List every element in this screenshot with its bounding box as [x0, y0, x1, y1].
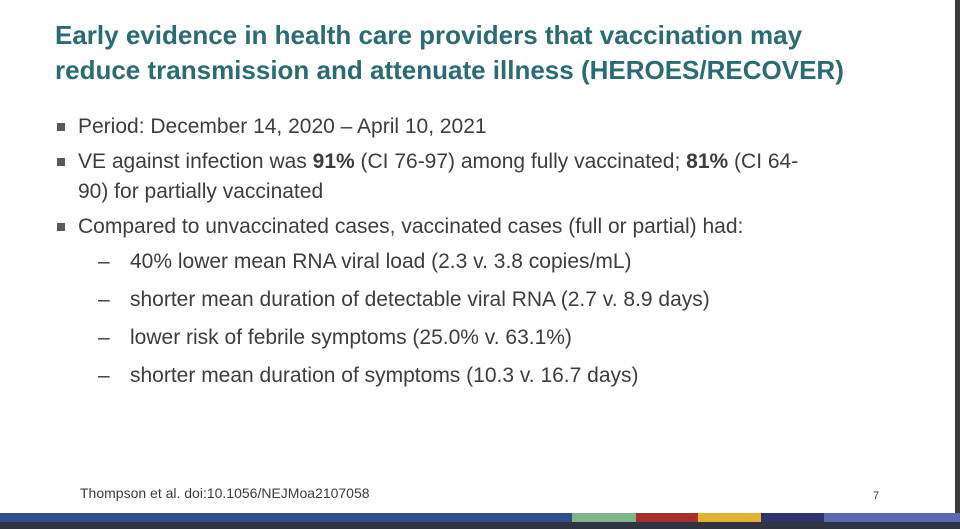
sub-item-text: shorter mean duration of symptoms (10.3 … [130, 364, 639, 387]
bullet-period: Period: December 14, 2020 – April 10, 20… [57, 112, 927, 142]
sub-item: – shorter mean duration of detectable vi… [57, 285, 927, 315]
bullet-compared: Compared to unvaccinated cases, vaccinat… [57, 212, 927, 242]
dash-bullet-icon: – [98, 288, 110, 311]
bullet-list: Period: December 14, 2020 – April 10, 20… [57, 112, 927, 399]
sub-item-text: 40% lower mean RNA viral load (2.3 v. 3.… [130, 250, 632, 273]
dash-bullet-icon: – [98, 250, 110, 273]
ve-partial-value: 81% [686, 150, 729, 173]
bullet-ve-line-1: VE against infection was 91% (CI 76-97) … [78, 147, 927, 177]
sub-item-text: lower risk of febrile symptoms (25.0% v.… [130, 326, 572, 349]
sub-item: – 40% lower mean RNA viral load (2.3 v. … [57, 247, 927, 277]
ve-text-3: (CI 64- [728, 150, 799, 173]
square-bullet-icon [57, 123, 65, 131]
footer-segment-green [572, 513, 636, 522]
dash-bullet-icon: – [98, 326, 110, 349]
square-bullet-icon [57, 223, 65, 231]
footer-segment-gold [698, 513, 761, 522]
bullet-compared-text: Compared to unvaccinated cases, vaccinat… [78, 215, 744, 238]
sub-item: – shorter mean duration of symptoms (10.… [57, 361, 927, 391]
dash-bullet-icon: – [98, 364, 110, 387]
window-edge [955, 0, 960, 513]
ve-text-2: (CI 76-97) among fully vaccinated; [354, 150, 687, 173]
ve-text-1: VE against infection was [78, 150, 313, 173]
footer-segment-dark-blue [761, 513, 824, 522]
bullet-period-text: Period: December 14, 2020 – April 10, 20… [78, 115, 487, 138]
sub-item: – lower risk of febrile symptoms (25.0% … [57, 323, 927, 353]
footer-color-bar [0, 513, 960, 522]
slide-title-line-1: Early evidence in health care providers … [55, 20, 803, 50]
slide: Early evidence in health care providers … [0, 0, 955, 513]
sub-item-text: shorter mean duration of detectable vira… [130, 288, 710, 311]
ve-full-value: 91% [312, 150, 355, 173]
square-bullet-icon [57, 158, 65, 166]
footer-segment-periwinkle [824, 513, 960, 522]
slide-title: Early evidence in health care providers … [55, 18, 935, 88]
page-number: 7 [873, 490, 880, 502]
window-bottom-edge [0, 522, 960, 529]
citation: Thompson et al. doi:10.1056/NEJMoa210705… [80, 485, 370, 501]
slide-title-line-2: reduce transmission and attenuate illnes… [55, 55, 844, 85]
footer-segment-red [636, 513, 698, 522]
bullet-vaccine-effectiveness: VE against infection was 91% (CI 76-97) … [57, 147, 927, 207]
bullet-ve-line-2: 90) for partially vaccinated [78, 180, 324, 203]
footer-segment-navy [0, 513, 572, 522]
